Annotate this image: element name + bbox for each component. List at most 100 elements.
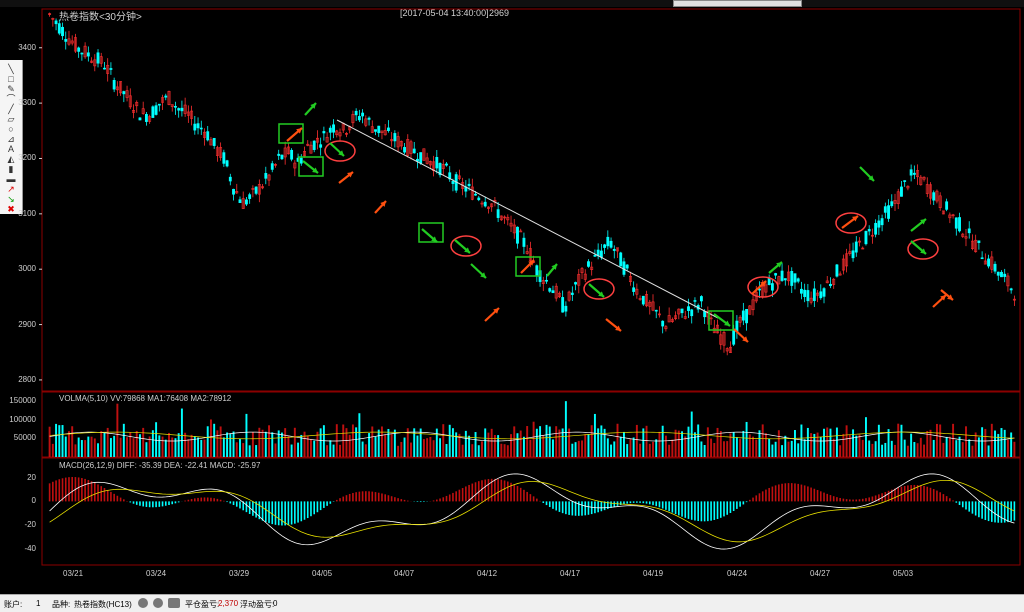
window-controls[interactable] (673, 0, 802, 7)
candle-body (286, 146, 290, 155)
chart-title: 热卷指数<30分钟> (59, 12, 142, 23)
minus-icon[interactable] (138, 598, 148, 608)
candle-body (516, 226, 519, 244)
candle-body (599, 250, 603, 258)
candle-body (119, 81, 123, 94)
candle-body (951, 214, 955, 217)
date-tick: 05/03 (893, 569, 914, 578)
candle-body (103, 67, 106, 70)
product-select[interactable]: 热卷指数(HC13) (74, 600, 132, 609)
candle-body (980, 257, 984, 260)
volume-ma2 (49, 431, 1015, 440)
candle-body (648, 301, 652, 307)
candle-body (645, 294, 648, 307)
price-tick: 3400 (18, 42, 36, 52)
line-icon[interactable]: ╲ (8, 64, 14, 74)
signal-arrowhead (760, 281, 766, 287)
candle-body (938, 195, 942, 208)
candle-body (783, 278, 787, 281)
candle-body (822, 288, 826, 297)
candle-body (922, 176, 926, 180)
candle-body (651, 301, 655, 311)
candle-body (677, 308, 681, 315)
candle-body (328, 127, 332, 133)
signal-arrowhead (598, 291, 604, 297)
signal-circle (583, 278, 615, 300)
arrow-up-icon[interactable]: ↗ (7, 184, 15, 194)
candle-body (357, 116, 361, 121)
erase-icon[interactable]: ▬ (6, 174, 16, 184)
ellipse-icon[interactable]: ○ (8, 124, 14, 134)
candle-body (996, 271, 1000, 276)
candle-body (803, 289, 807, 297)
candle-body (438, 163, 442, 176)
text-icon[interactable]: A (7, 144, 14, 154)
clear-icon[interactable]: ✖ (7, 204, 15, 214)
bar-icon[interactable]: ▮ (8, 164, 14, 174)
candle-body (293, 162, 297, 169)
candle-body (961, 233, 965, 237)
candle-body (315, 137, 319, 143)
candle-body (490, 203, 494, 208)
candle-body (674, 315, 678, 320)
account-select[interactable]: 1 (36, 599, 41, 608)
candle-body (154, 105, 158, 115)
candle-body (161, 97, 164, 103)
candle-body (144, 113, 148, 122)
candle-body (519, 230, 523, 233)
candle-body (199, 127, 203, 130)
candle-body (719, 334, 723, 345)
signal-arrowhead (296, 128, 302, 134)
candle-body (751, 299, 755, 311)
arc-icon[interactable]: ⌒ (6, 94, 16, 104)
glasses-icon[interactable] (168, 598, 180, 608)
candle-body (409, 141, 413, 154)
segment-icon[interactable]: ╱ (8, 104, 14, 114)
panel-frame-0 (41, 8, 1021, 392)
candle-body (567, 291, 571, 301)
candle-body (203, 131, 206, 138)
signal-arrowhead (615, 325, 621, 331)
signal-arrowhead (312, 167, 318, 173)
candle-body (264, 173, 268, 179)
plus-icon[interactable] (153, 598, 163, 608)
candle-body (61, 26, 64, 37)
candle-body (925, 184, 929, 194)
candle-body (257, 184, 261, 195)
candle-body (554, 285, 558, 299)
candle-body (1000, 271, 1003, 278)
account-label: 账户: (4, 600, 23, 609)
candle-body (635, 288, 639, 295)
candle-body (667, 315, 671, 323)
date-tick: 03/21 (63, 569, 84, 578)
signal-circle (450, 235, 482, 257)
candle-body (135, 102, 139, 107)
candle-body (251, 188, 255, 190)
candle-body (345, 133, 348, 135)
candle-body (125, 90, 129, 98)
candle-body (658, 313, 661, 316)
price-tick: 3000 (18, 264, 36, 274)
candle-body (835, 264, 839, 277)
macd-tick: -40 (24, 544, 36, 554)
candle-body (354, 110, 358, 116)
candle-body (361, 112, 365, 117)
fib-icon[interactable]: ⊿ (7, 134, 15, 144)
candle-body (664, 326, 668, 330)
lock-icon[interactable]: ▱ (7, 114, 15, 124)
rect-icon[interactable]: □ (8, 74, 14, 84)
candle-body (241, 198, 245, 209)
candle-body (880, 218, 884, 226)
candle-body (825, 280, 829, 284)
candle-body (132, 109, 135, 113)
candle-body (1003, 273, 1007, 277)
signal-box (515, 256, 541, 277)
candle-body (351, 114, 355, 124)
candle-body (670, 319, 674, 322)
pencil-icon[interactable]: ✎ (7, 84, 15, 94)
price-tick: 3300 (18, 98, 36, 108)
fill-icon[interactable]: ◭ (7, 154, 15, 164)
arrow-dn-icon[interactable]: ↘ (7, 194, 15, 204)
candle-body (983, 260, 987, 265)
